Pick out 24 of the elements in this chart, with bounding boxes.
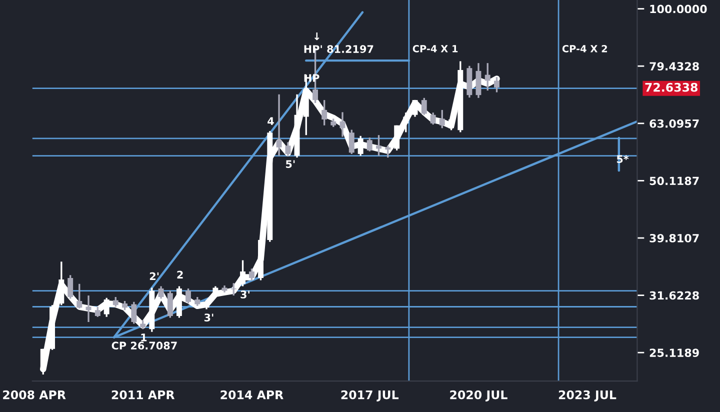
x-tick-label: 2020 JUL <box>450 390 508 402</box>
ref-line-label: 72.6338 <box>645 82 698 92</box>
y-tick-label: 31.6228 <box>650 291 699 300</box>
annotation: 5' <box>286 160 295 168</box>
annotation: 3' <box>240 290 250 298</box>
x-tick-label: 2023 JUL <box>558 390 616 402</box>
y-tick-label: 79.4328 <box>650 62 699 70</box>
y-tick-label: 63.0957 <box>650 119 699 128</box>
annotation: 2' <box>150 272 159 280</box>
y-tick-label: 100.0000 <box>650 4 707 14</box>
x-tick-label: 2011 APR <box>112 390 175 400</box>
annotation: CP 26.7087 <box>112 342 177 350</box>
annotation: 4 <box>268 117 274 125</box>
y-tick-label: 50.1187 <box>650 176 699 186</box>
annotation: 3' <box>204 314 214 322</box>
y-tick-label: 39.8107 <box>650 234 699 242</box>
annotation: 2 <box>177 270 183 278</box>
y-tick-label: 25.1189 <box>650 348 699 357</box>
x-tick-label: 2008 APR <box>3 390 66 400</box>
ref-line-label: CP-4 X 1 <box>412 45 458 52</box>
x-tick-label: 2014 APR <box>220 390 284 400</box>
x-tick-label: 2017 JUL <box>341 390 399 402</box>
ref-line-label: CP-4 X 2 <box>562 45 607 52</box>
annotation: ↓ <box>314 32 320 40</box>
